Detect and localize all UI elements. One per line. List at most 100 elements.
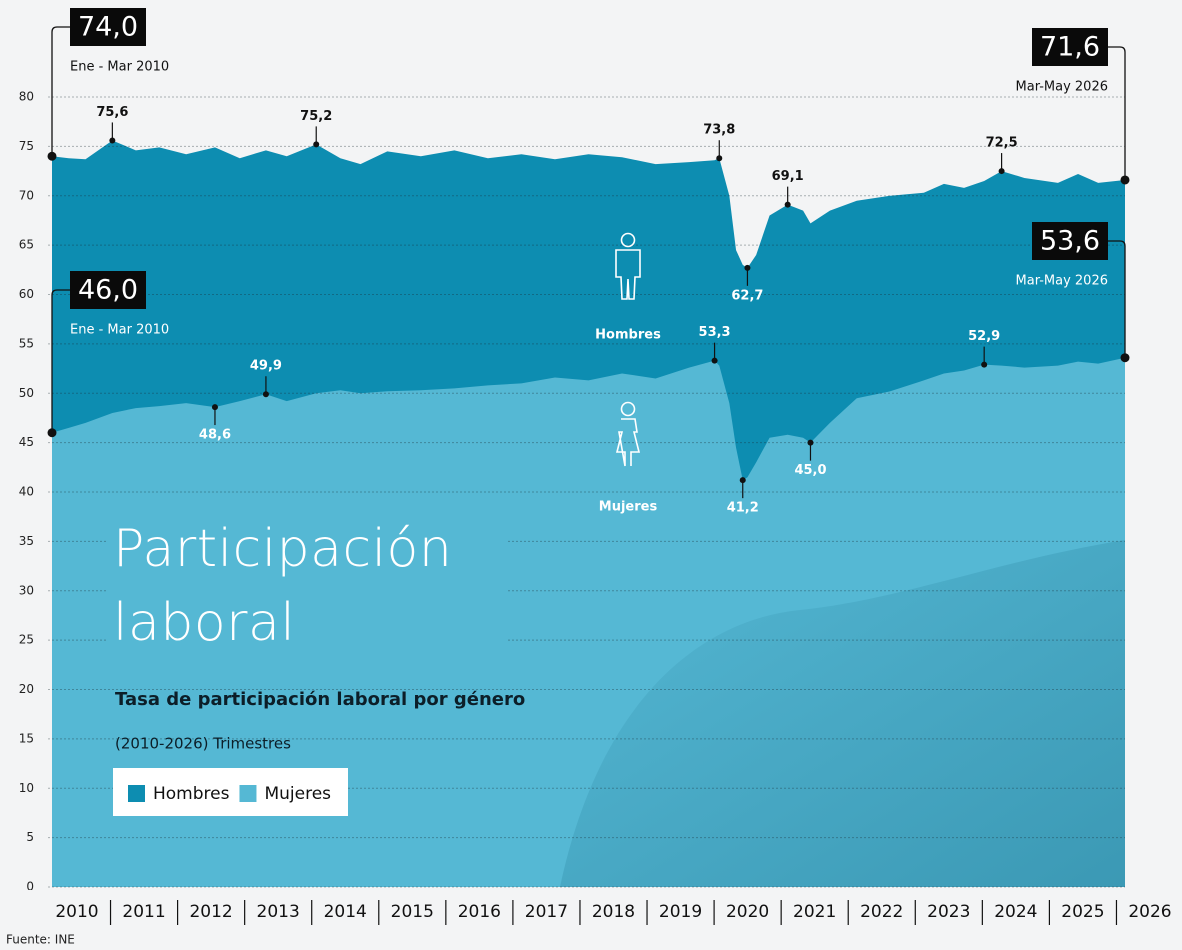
x-tick-label: 2022 xyxy=(860,902,903,922)
photo-tint xyxy=(560,540,1125,887)
point-marker xyxy=(981,361,988,368)
x-tick-label: 2026 xyxy=(1128,902,1171,922)
value-label: 74,0 xyxy=(78,12,138,43)
x-tick-label: 2015 xyxy=(391,902,434,922)
leader-line xyxy=(1108,46,1126,180)
x-tick-label: 2018 xyxy=(592,902,635,922)
value-label: 41,2 xyxy=(727,501,759,516)
y-tick-label: 30 xyxy=(19,583,34,597)
leader-line xyxy=(1108,240,1126,358)
point-marker xyxy=(47,428,57,438)
value-label: 62,7 xyxy=(731,288,763,303)
legend-box xyxy=(113,768,348,816)
legend-swatch xyxy=(239,785,257,802)
period-label: Ene - Mar 2010 xyxy=(70,323,169,338)
value-label: 49,9 xyxy=(250,359,282,374)
series-label: Hombres xyxy=(595,328,661,343)
value-label: 46,0 xyxy=(78,275,138,306)
chart-title: Participación laboral xyxy=(113,519,453,653)
value-label: 75,2 xyxy=(300,109,332,124)
series-label: Mujeres xyxy=(599,500,658,515)
value-label: 69,1 xyxy=(772,169,804,184)
point-marker xyxy=(807,439,814,446)
y-tick-label: 15 xyxy=(19,731,34,745)
y-tick-label: 5 xyxy=(26,830,34,844)
title-backdrop xyxy=(108,512,506,662)
x-tick-label: 2010 xyxy=(55,902,98,922)
y-tick-label: 65 xyxy=(19,238,34,252)
value-box xyxy=(1032,222,1108,260)
y-tick-label: 70 xyxy=(19,188,34,202)
value-label: 71,6 xyxy=(1040,32,1100,63)
value-label: 48,6 xyxy=(199,428,231,443)
period-label: Mar-May 2026 xyxy=(1016,80,1108,95)
value-label: 53,3 xyxy=(699,325,731,340)
value-label: 73,8 xyxy=(703,123,735,138)
icon-body xyxy=(615,249,641,300)
x-axis-band xyxy=(0,890,1182,930)
value-label: 75,6 xyxy=(96,105,128,120)
point-marker xyxy=(716,155,723,162)
x-tick-label: 2016 xyxy=(458,902,501,922)
y-tick-label: 75 xyxy=(19,139,34,153)
value-label: 53,6 xyxy=(1040,226,1100,257)
leader-line xyxy=(51,26,70,157)
x-tick-label: 2024 xyxy=(994,902,1037,922)
point-marker xyxy=(47,151,57,161)
value-label: 72,5 xyxy=(986,136,1018,151)
y-tick-label: 35 xyxy=(19,534,34,548)
point-marker xyxy=(1120,175,1130,185)
value-label: 52,9 xyxy=(968,329,1000,344)
y-tick-label: 60 xyxy=(19,287,34,301)
point-marker xyxy=(211,404,218,411)
y-tick-label: 50 xyxy=(19,386,34,400)
icon-female xyxy=(615,401,641,467)
icon-body xyxy=(615,418,641,467)
value-box xyxy=(1032,28,1108,66)
value-box xyxy=(70,8,146,46)
x-tick-label: 2025 xyxy=(1061,902,1104,922)
y-tick-label: 80 xyxy=(19,90,34,104)
icon-male xyxy=(615,232,641,300)
point-marker xyxy=(998,168,1005,175)
value-box xyxy=(70,271,146,309)
x-tick-label: 2021 xyxy=(793,902,836,922)
y-tick-label: 40 xyxy=(19,485,34,499)
icon-head xyxy=(620,401,636,417)
y-tick-label: 10 xyxy=(19,781,34,795)
point-marker xyxy=(262,391,269,398)
x-tick-label: 2020 xyxy=(726,902,769,922)
y-tick-label: 25 xyxy=(19,633,34,647)
subtitle: Tasa de participación laboral por género xyxy=(115,689,525,710)
x-tick-label: 2014 xyxy=(324,902,367,922)
point-marker xyxy=(784,201,791,208)
point-marker xyxy=(711,357,718,364)
x-tick-label: 2023 xyxy=(927,902,970,922)
value-label: 45,0 xyxy=(794,463,826,478)
leader-line xyxy=(51,289,70,433)
note: (2010-2026) Trimestres xyxy=(115,735,291,753)
point-marker xyxy=(739,477,746,484)
point-marker xyxy=(744,264,751,271)
legend-label: Mujeres xyxy=(264,784,331,804)
point-marker xyxy=(1120,353,1130,363)
y-tick-label: 20 xyxy=(19,682,34,696)
y-tick-label: 0 xyxy=(26,880,34,894)
source: Fuente: INE xyxy=(6,933,75,947)
x-tick-label: 2017 xyxy=(525,902,568,922)
x-tick-label: 2011 xyxy=(122,902,165,922)
period-label: Ene - Mar 2010 xyxy=(70,60,169,75)
point-marker xyxy=(109,137,116,144)
point-marker xyxy=(313,141,320,148)
icon-head xyxy=(620,232,636,248)
y-tick-label: 45 xyxy=(19,435,34,449)
x-tick-label: 2012 xyxy=(189,902,232,922)
x-tick-label: 2019 xyxy=(659,902,702,922)
period-label: Mar-May 2026 xyxy=(1016,274,1108,289)
legend-label: Hombres xyxy=(153,784,230,804)
y-tick-label: 55 xyxy=(19,336,34,350)
x-tick-label: 2013 xyxy=(257,902,300,922)
legend-swatch xyxy=(128,785,145,802)
